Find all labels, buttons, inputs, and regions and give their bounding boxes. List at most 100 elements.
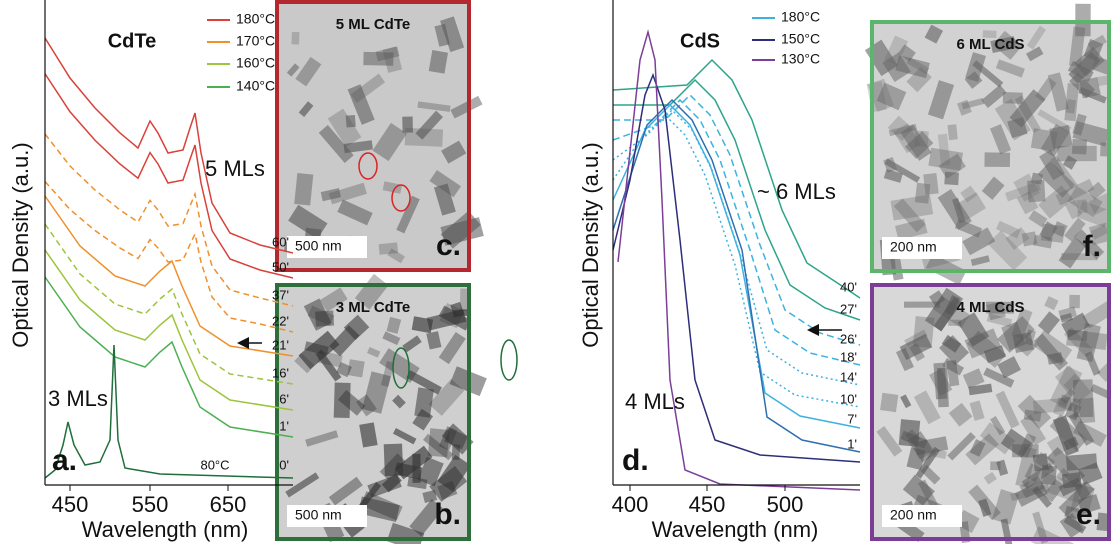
- particle: [381, 472, 402, 493]
- particle: [888, 123, 918, 137]
- particle: [317, 350, 343, 368]
- particle: [414, 387, 434, 418]
- particle: [893, 198, 926, 233]
- particle: [913, 390, 941, 425]
- particle: [1047, 72, 1069, 112]
- particle: [441, 423, 474, 455]
- particle: [1023, 409, 1042, 422]
- particle: [1033, 333, 1068, 371]
- particle: [997, 315, 1035, 353]
- particle: [1058, 477, 1083, 497]
- particle: [1020, 414, 1047, 446]
- legend-label: 180°C: [781, 9, 820, 25]
- particle: [444, 428, 468, 450]
- particle: [286, 63, 300, 77]
- particle: [333, 382, 351, 419]
- particle: [983, 345, 1006, 363]
- particle: [1087, 181, 1106, 200]
- particle: [933, 297, 963, 332]
- panel-label: b.: [434, 498, 461, 531]
- particle: [962, 227, 996, 256]
- particle: [948, 402, 973, 427]
- particle: [396, 195, 420, 234]
- particle: [1069, 294, 1080, 309]
- particle: [429, 170, 461, 198]
- particle: [1039, 221, 1058, 242]
- curve-label: 60': [272, 234, 289, 249]
- particle: [1084, 351, 1101, 376]
- particle: [1002, 92, 1023, 104]
- particle: [876, 82, 907, 111]
- spectrum: [44, 195, 294, 357]
- particle: [982, 30, 997, 39]
- particle: [968, 484, 1001, 521]
- particle: [937, 188, 972, 230]
- particle: [1032, 397, 1072, 414]
- particle: [954, 218, 983, 238]
- curve-label: 50': [272, 259, 289, 274]
- particle: [898, 419, 921, 447]
- particle: [1001, 321, 1026, 351]
- particle: [1057, 394, 1076, 412]
- spectrum: [44, 181, 294, 333]
- legend-label: 180°C: [236, 11, 275, 27]
- spectrum: [44, 73, 294, 279]
- particle: [1010, 483, 1050, 502]
- particle: [294, 173, 314, 206]
- particle: [986, 301, 1006, 321]
- particle: [347, 84, 375, 125]
- legend-label: 140°C: [236, 78, 275, 94]
- particle: [893, 123, 921, 154]
- particle: [1061, 312, 1090, 338]
- particle: [1005, 226, 1030, 250]
- particle: [946, 359, 960, 387]
- particle: [1052, 415, 1079, 456]
- particle: [1078, 86, 1107, 104]
- scale-label: 500 nm: [295, 507, 342, 523]
- particle: [989, 124, 1012, 155]
- scale-label: 500 nm: [295, 238, 342, 254]
- particle: [1074, 46, 1105, 77]
- particle: [1028, 210, 1048, 228]
- particle: [379, 453, 406, 480]
- curve-label: 37': [272, 287, 289, 302]
- particle: [1060, 388, 1076, 404]
- curve-label: 21': [272, 337, 289, 352]
- particle: [995, 59, 1025, 78]
- particle: [990, 416, 1006, 436]
- spectrum: [612, 98, 861, 453]
- particle: [347, 359, 365, 378]
- particle: [1044, 296, 1059, 311]
- particle: [969, 439, 986, 457]
- particle: [1024, 329, 1036, 346]
- particle: [1009, 89, 1046, 128]
- particle: [923, 172, 939, 195]
- particle: [929, 290, 946, 307]
- particle: [423, 433, 454, 461]
- particle: [336, 362, 352, 378]
- particle: [882, 52, 911, 82]
- particle: [1037, 311, 1061, 335]
- particle: [997, 356, 1021, 379]
- spectrum: [617, 29, 861, 491]
- panel-border: [275, 0, 471, 272]
- particle: [1013, 173, 1040, 202]
- particle: [437, 480, 458, 500]
- particle: [386, 316, 402, 334]
- highlight: [391, 184, 411, 212]
- spectrum: [612, 108, 861, 386]
- particle: [1069, 26, 1086, 67]
- particle: [1026, 25, 1047, 50]
- particle: [440, 16, 465, 53]
- x-tick-label: 450: [689, 492, 726, 517]
- spectrum: [612, 103, 861, 429]
- particle: [433, 183, 456, 216]
- scale-label: 200 nm: [890, 239, 937, 255]
- particle: [1014, 479, 1048, 507]
- curve-label: 22': [272, 313, 289, 328]
- particle: [898, 44, 916, 62]
- scale-label: 200 nm: [890, 507, 937, 523]
- particle: [375, 46, 400, 62]
- particle: [1064, 505, 1080, 520]
- highlight: [392, 347, 410, 389]
